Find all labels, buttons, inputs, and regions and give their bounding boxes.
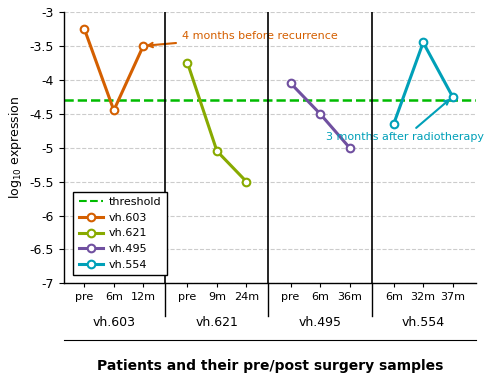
Text: vh.554: vh.554: [402, 316, 444, 329]
Text: Patients and their pre/post surgery samples: Patients and their pre/post surgery samp…: [97, 359, 443, 373]
Text: 4 months before recurrence: 4 months before recurrence: [148, 31, 338, 47]
Text: vh.495: vh.495: [298, 316, 342, 329]
Text: 3 months after radiotherapy: 3 months after radiotherapy: [326, 100, 484, 142]
Legend: threshold, vh.603, vh.621, vh.495, vh.554: threshold, vh.603, vh.621, vh.495, vh.55…: [74, 192, 167, 275]
Text: vh.603: vh.603: [92, 316, 136, 329]
Y-axis label: log$_{10}$ expression: log$_{10}$ expression: [7, 96, 24, 199]
Text: vh.621: vh.621: [196, 316, 238, 329]
